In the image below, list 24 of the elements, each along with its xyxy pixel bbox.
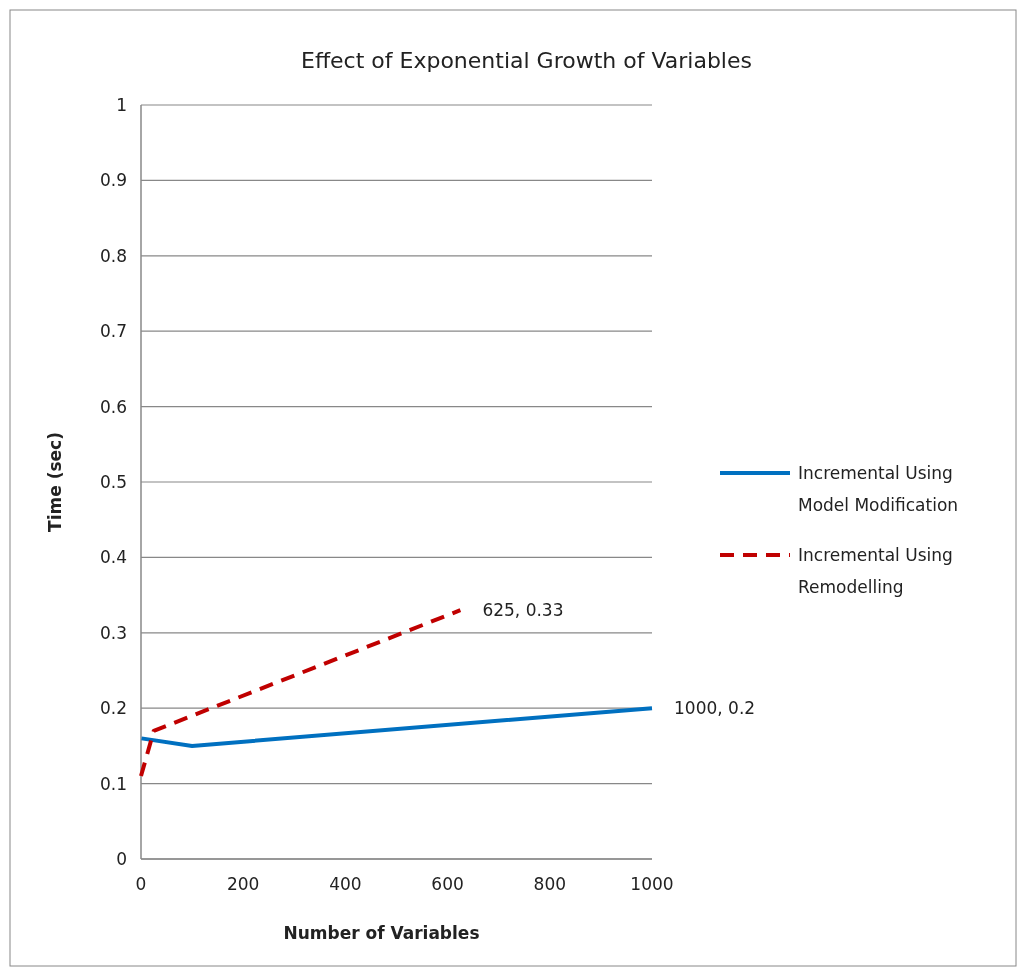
x-tick-label: 1000: [630, 874, 674, 894]
y-tick-label: 0.7: [99, 321, 127, 342]
x-tick-label: 600: [431, 874, 464, 894]
y-tick-label: 0.2: [99, 698, 127, 719]
legend-label: Incremental Using Model Modification: [798, 463, 959, 515]
x-tick-label: 800: [533, 874, 567, 894]
y-tick-label: 0.1: [99, 773, 127, 794]
annotation: 1000, 0.2: [674, 698, 756, 719]
y-tick-label: 0.3: [99, 622, 127, 643]
x-tick-label: 0: [135, 874, 147, 894]
chart-title: Effect of Exponential Growth of Variables: [301, 48, 752, 73]
legend-label: Incremental Using Remodelling: [798, 545, 953, 597]
x-tick-label: 400: [329, 874, 362, 894]
y-tick-label: 0: [116, 849, 127, 869]
y-tick-label: 0.5: [99, 472, 127, 492]
x-axis-title: Number of Variables: [283, 923, 480, 943]
y-tick-label: 0.9: [99, 170, 127, 191]
y-axis-title: Time (sec): [45, 432, 65, 532]
y-tick-label: 0.4: [99, 547, 127, 568]
annotation: 625, 0.33: [482, 600, 564, 621]
y-tick-label: 0.8: [99, 245, 127, 266]
y-tick-label: 1: [116, 95, 127, 115]
x-tick-label: 200: [226, 874, 260, 894]
y-tick-label: 0.6: [99, 396, 127, 417]
